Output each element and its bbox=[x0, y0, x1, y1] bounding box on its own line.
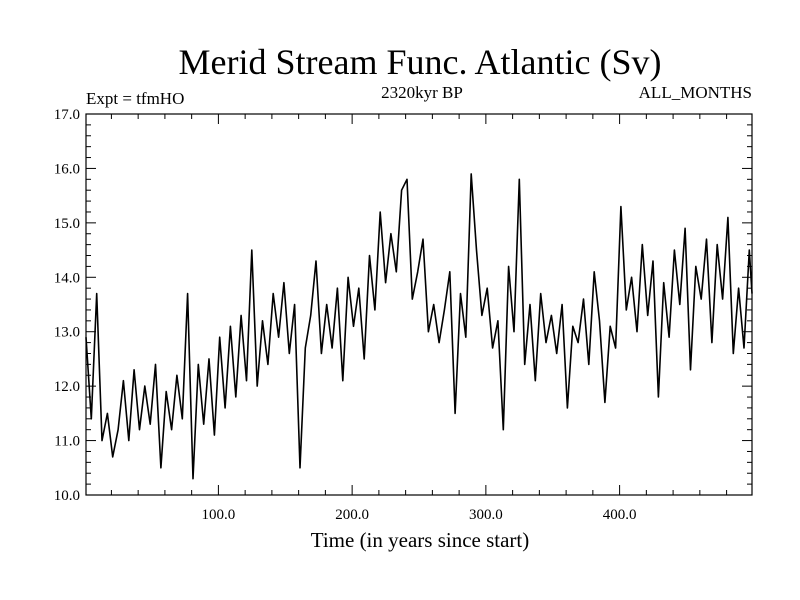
y-tick-label: 13.0 bbox=[54, 325, 80, 341]
y-tick-label: 11.0 bbox=[54, 434, 80, 450]
y-tick-label: 15.0 bbox=[54, 216, 80, 232]
y-tick-label: 14.0 bbox=[54, 270, 80, 286]
y-tick-label: 12.0 bbox=[54, 379, 80, 395]
x-tick-label: 400.0 bbox=[603, 507, 637, 523]
y-tick-label: 10.0 bbox=[54, 488, 80, 504]
axis-tick-labels: 10.0 11.0 12.0 13.0 14.0 15.0 16.0 17.0 100.0 200… bbox=[54, 107, 637, 523]
experiment-label: Expt = tfmHO bbox=[86, 89, 184, 108]
y-tick-label: 16.0 bbox=[54, 161, 80, 177]
x-tick-label: 200.0 bbox=[335, 507, 369, 523]
chart-title: Merid Stream Func. Atlantic (Sv) bbox=[179, 42, 662, 82]
months-label: ALL_MONTHS bbox=[639, 83, 752, 102]
x-tick-label: 300.0 bbox=[469, 507, 503, 523]
x-axis-label: Time (in years since start) bbox=[311, 528, 530, 552]
plot-frame bbox=[85, 113, 753, 496]
x-tick-label: 100.0 bbox=[202, 507, 236, 523]
y-tick-label: 17.0 bbox=[54, 107, 80, 123]
series-line bbox=[85, 173, 753, 480]
epoch-label: 2320kyr BP bbox=[381, 83, 463, 102]
